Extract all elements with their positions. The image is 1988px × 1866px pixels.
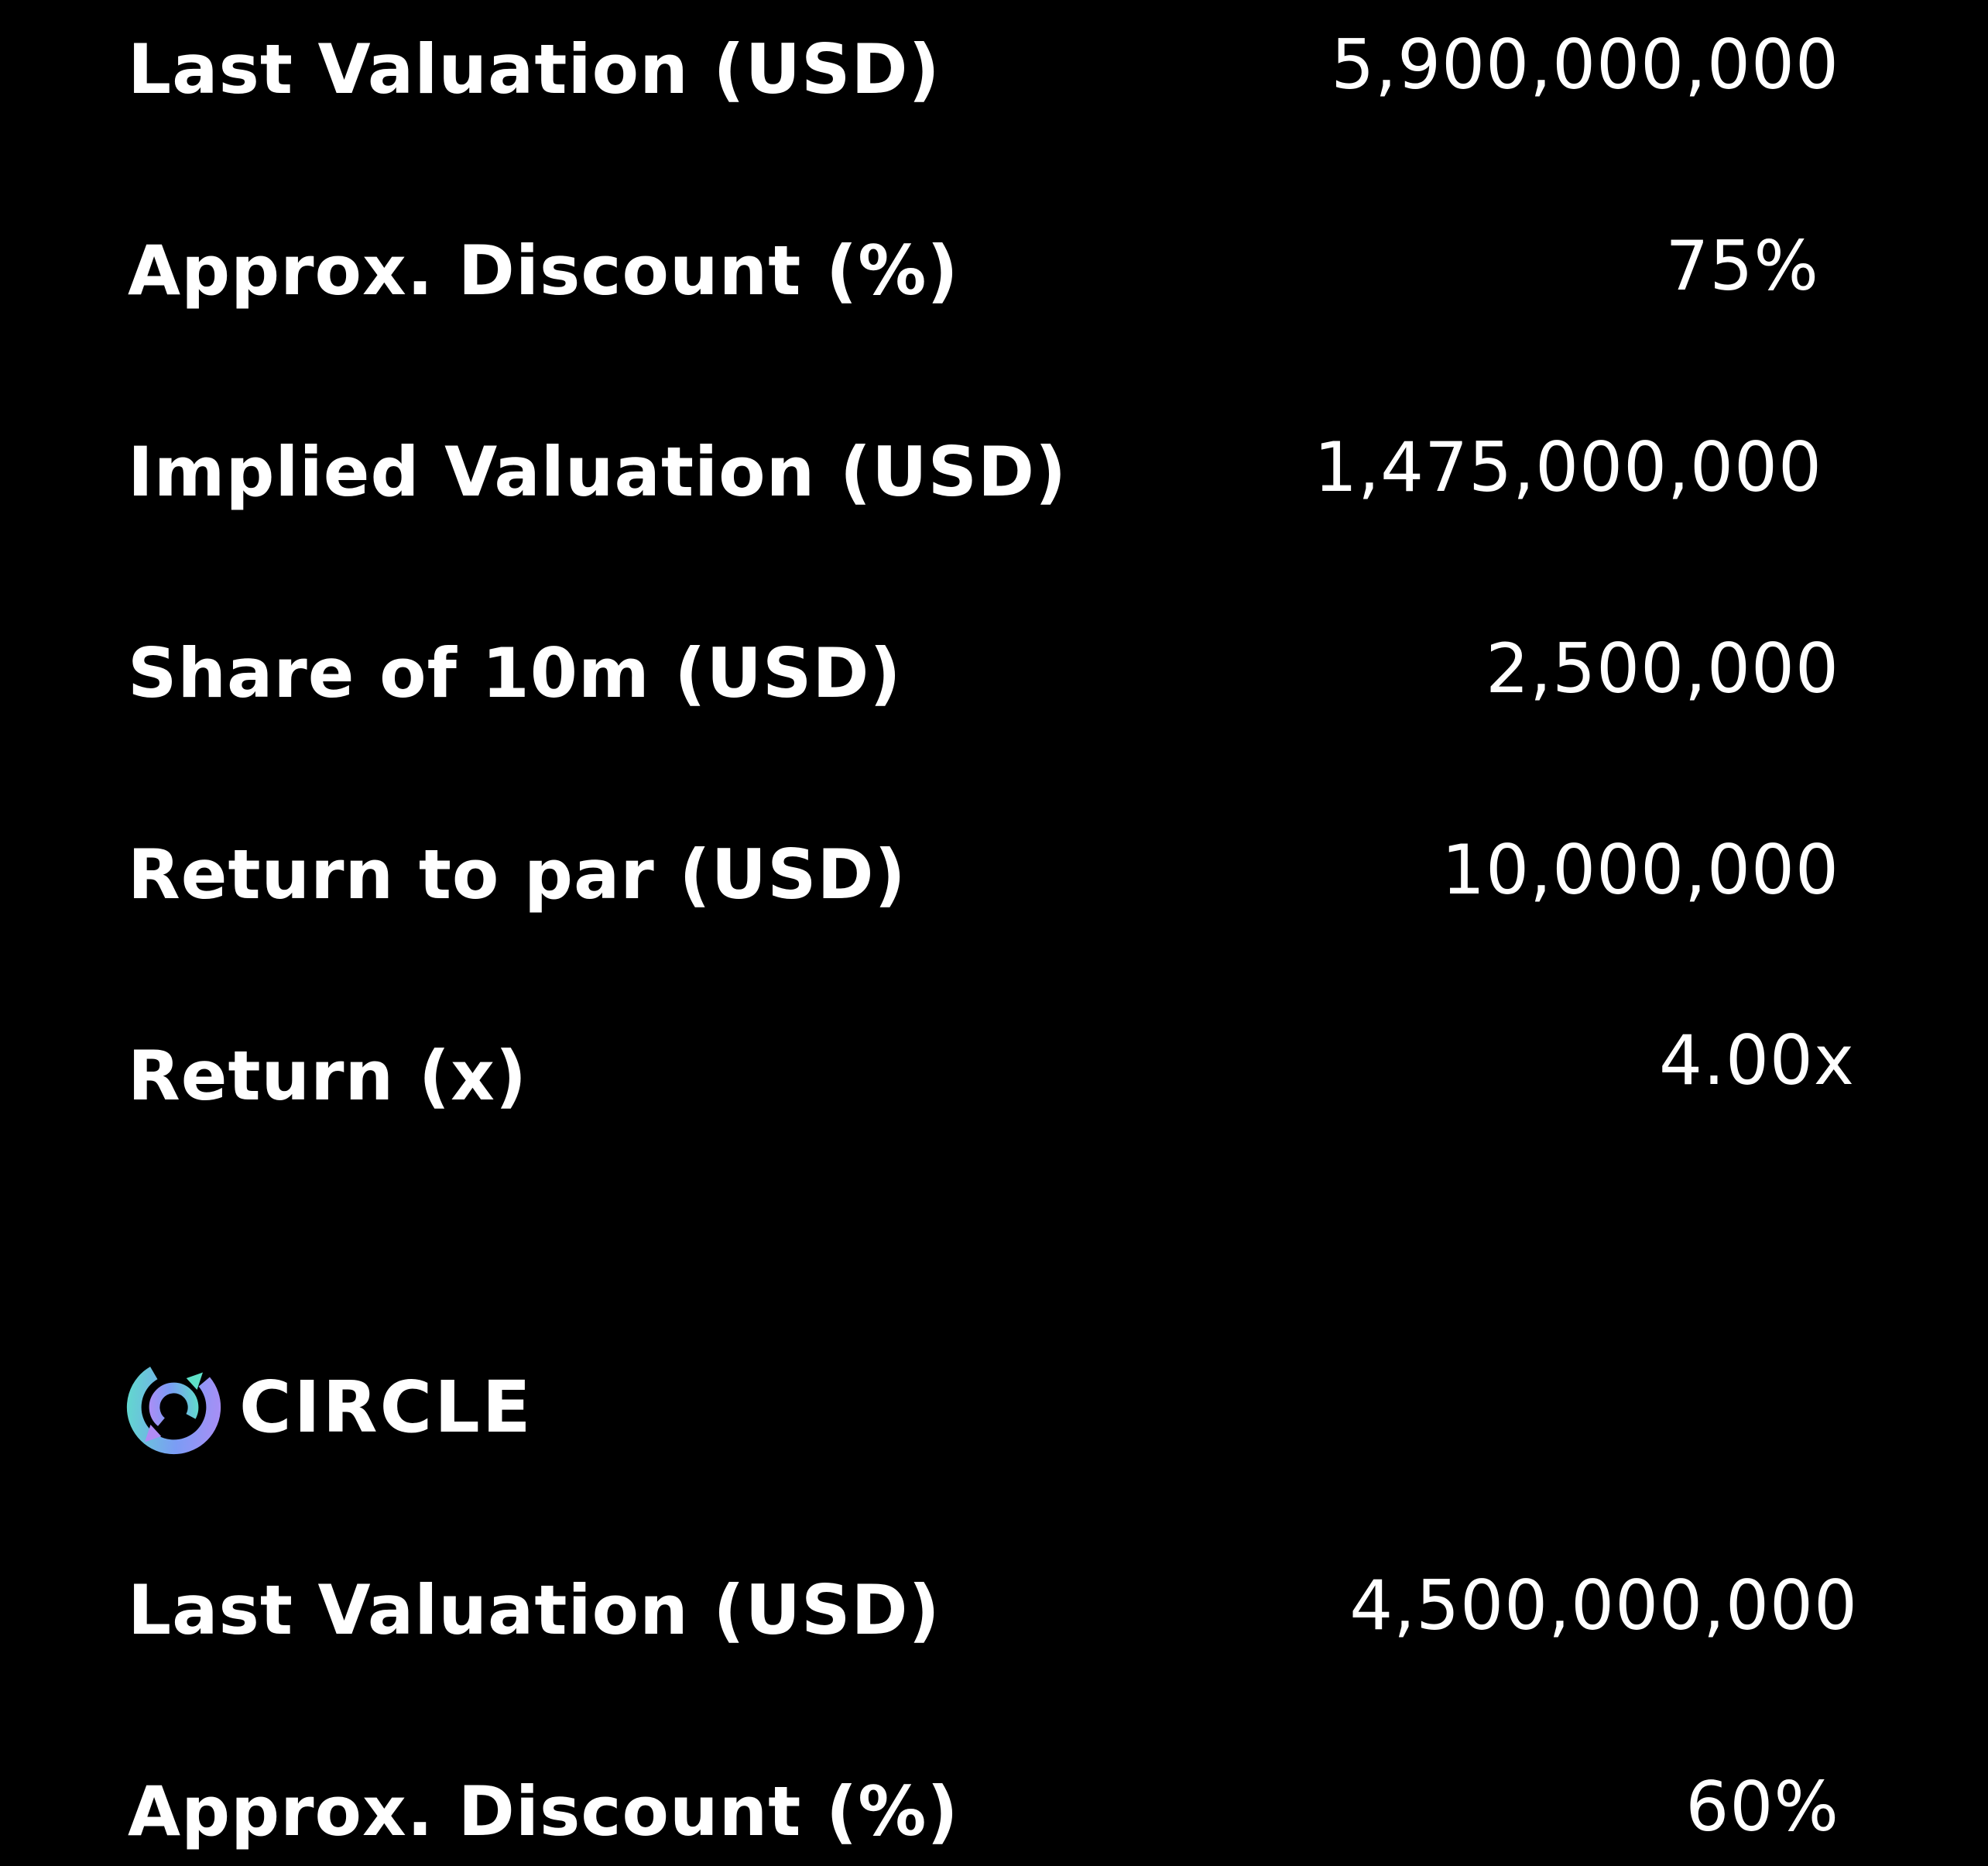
metric-value: 10,000,000 [1441,830,1839,910]
metric-label: Return (x) [128,1036,528,1116]
metric-row-return-x: Return (x) 4.00x [0,1020,1988,1130]
metric-value: 1,475,000,000 [1314,427,1822,507]
metric-label: Approx. Discount (%) [128,1772,959,1851]
metric-value: 75% [1665,226,1819,306]
metric-value: 5,900,000,000 [1331,25,1839,105]
company-header-circle: CIRCLE [125,1359,533,1456]
metric-label: Share of 10m (USD) [128,633,902,713]
metric-row-return-to-par: Return to par (USD) 10,000,000 [0,821,1988,929]
circle-logo-icon [126,1360,221,1455]
metric-label: Last Valuation (USD) [128,29,941,109]
metric-row-share-of-10m: Share of 10m (USD) 2,500,000 [0,619,1988,728]
metric-row-approx-discount: Approx. Discount (%) 60% [0,1758,1988,1866]
metric-row-implied-valuation: Implied Valuation (USD) 1,475,000,000 [0,418,1988,527]
metric-value: 60% [1685,1767,1839,1847]
metric-label: Approx. Discount (%) [128,231,959,310]
metric-value: 4,500,000,000 [1349,1566,1858,1645]
metric-value: 4.00x [1658,1020,1855,1100]
metric-row-last-valuation: Last Valuation (USD) 4,500,000,000 [0,1556,1988,1665]
company-name: CIRCLE [239,1366,533,1449]
metric-label: Implied Valuation (USD) [128,432,1068,512]
metric-row-last-valuation: Last Valuation (USD) 5,900,000,000 [0,15,1988,124]
metric-value: 2,500,000 [1486,629,1839,708]
metric-label: Return to par (USD) [128,835,907,914]
metric-label: Last Valuation (USD) [128,1570,941,1650]
metric-row-approx-discount: Approx. Discount (%) 75% [0,217,1988,325]
